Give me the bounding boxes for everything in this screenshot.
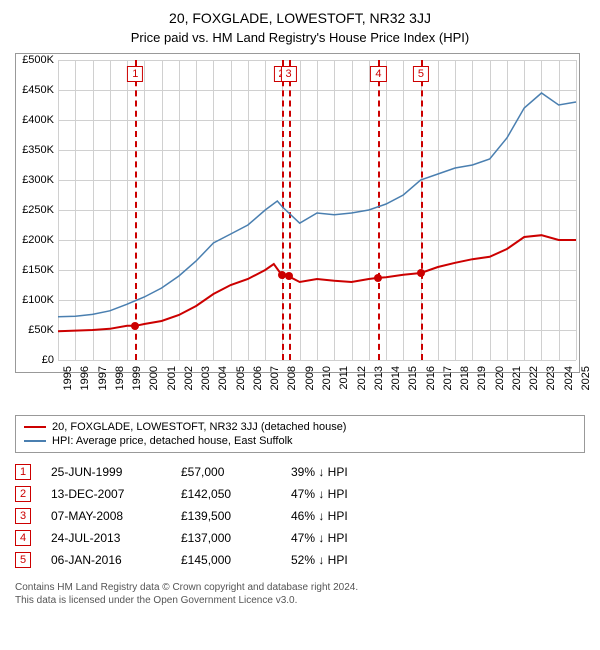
table-row: 2 13-DEC-2007 £142,050 47% ↓ HPI [15,483,585,505]
tx-diff: 47% ↓ HPI [291,531,381,545]
chart-area: £0£50K£100K£150K£200K£250K£300K£350K£400… [15,53,580,373]
tx-price: £145,000 [181,553,271,567]
legend-swatch [24,440,46,442]
tx-date: 13-DEC-2007 [51,487,161,501]
legend: 20, FOXGLADE, LOWESTOFT, NR32 3JJ (detac… [15,415,585,453]
tx-price: £142,050 [181,487,271,501]
table-row: 5 06-JAN-2016 £145,000 52% ↓ HPI [15,549,585,571]
legend-item: HPI: Average price, detached house, East… [24,434,576,448]
table-row: 3 07-MAY-2008 £139,500 46% ↓ HPI [15,505,585,527]
tx-number-box: 1 [15,464,31,480]
tx-price: £137,000 [181,531,271,545]
tx-number-box: 4 [15,530,31,546]
table-row: 1 25-JUN-1999 £57,000 39% ↓ HPI [15,461,585,483]
table-row: 4 24-JUL-2013 £137,000 47% ↓ HPI [15,527,585,549]
page-title: 20, FOXGLADE, LOWESTOFT, NR32 3JJ [15,10,585,26]
page-subtitle: Price paid vs. HM Land Registry's House … [15,30,585,45]
legend-item: 20, FOXGLADE, LOWESTOFT, NR32 3JJ (detac… [24,420,576,434]
tx-diff: 39% ↓ HPI [291,465,381,479]
tx-date: 06-JAN-2016 [51,553,161,567]
x-axis-label: 2025 [580,366,592,390]
legend-swatch [24,426,46,428]
tx-diff: 52% ↓ HPI [291,553,381,567]
transactions-table: 1 25-JUN-1999 £57,000 39% ↓ HPI 2 13-DEC-2007… [15,461,585,571]
tx-diff: 46% ↓ HPI [291,509,381,523]
legend-label: HPI: Average price, detached house, East… [52,435,293,447]
series-line-property [58,235,576,331]
footnote-line-1: Contains HM Land Registry data © Crown c… [15,581,585,594]
tx-date: 07-MAY-2008 [51,509,161,523]
chart-lines [16,54,581,374]
tx-date: 25-JUN-1999 [51,465,161,479]
legend-label: 20, FOXGLADE, LOWESTOFT, NR32 3JJ (detac… [52,421,346,433]
tx-price: £139,500 [181,509,271,523]
footnote-line-2: This data is licensed under the Open Gov… [15,594,585,607]
chart-container: 20, FOXGLADE, LOWESTOFT, NR32 3JJ Price … [0,0,600,617]
series-line-hpi [58,93,576,317]
footnote: Contains HM Land Registry data © Crown c… [15,581,585,607]
tx-date: 24-JUL-2013 [51,531,161,545]
tx-price: £57,000 [181,465,271,479]
tx-number-box: 3 [15,508,31,524]
tx-number-box: 5 [15,552,31,568]
chart-wrap: £0£50K£100K£150K£200K£250K£300K£350K£400… [15,53,585,373]
tx-diff: 47% ↓ HPI [291,487,381,501]
tx-number-box: 2 [15,486,31,502]
